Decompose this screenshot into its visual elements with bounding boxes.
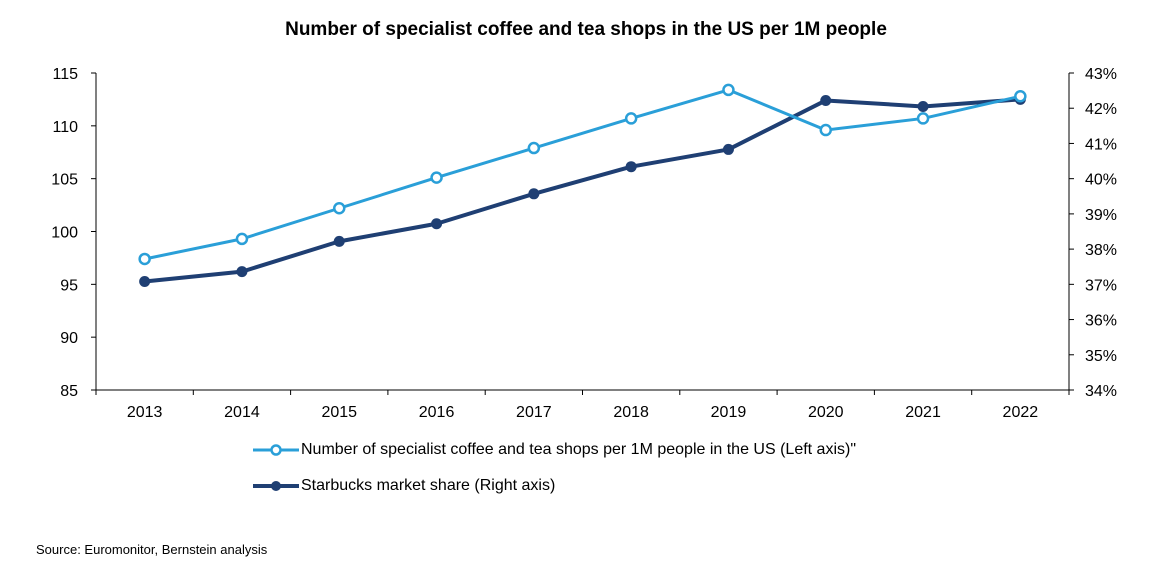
legend-swatch-coffee-shops — [253, 444, 299, 456]
legend-label-coffee-shops: Number of specialist coffee and tea shop… — [301, 441, 857, 458]
y-left-tick-label: 105 — [51, 172, 78, 189]
x-tick-label: 2021 — [905, 404, 941, 421]
data-point-coffee-shops — [527, 141, 541, 155]
data-point-starbucks — [722, 143, 734, 155]
series-line-starbucks — [144, 97, 1021, 284]
legend-swatch-starbucks — [253, 481, 299, 491]
y-right-tick-label: 36% — [1085, 313, 1117, 330]
x-tick-label: 2013 — [127, 404, 163, 421]
series-layer — [138, 83, 1027, 288]
y-right-tick-label: 40% — [1085, 172, 1117, 189]
data-point-coffee-shops — [722, 83, 735, 97]
y-right-tick-label: 43% — [1085, 66, 1117, 83]
data-point-coffee-shops — [430, 171, 443, 184]
data-point-starbucks — [625, 161, 637, 173]
y-right-tick-label: 38% — [1085, 242, 1117, 259]
legend-label-starbucks: Starbucks market share (Right axis) — [301, 477, 556, 494]
y-right-tick-label: 35% — [1085, 348, 1117, 365]
data-point-coffee-shops — [819, 123, 832, 137]
source-note: Source: Euromonitor, Bernstein analysis — [36, 542, 268, 557]
y-right-tick-label: 41% — [1085, 136, 1117, 153]
data-point-starbucks — [236, 266, 248, 278]
y-left-tick-label: 115 — [52, 66, 78, 83]
data-point-starbucks — [917, 100, 929, 112]
y-left-tick-label: 85 — [60, 383, 78, 400]
data-point-starbucks — [820, 94, 832, 106]
x-tick-label: 2019 — [711, 404, 747, 421]
data-point-coffee-shops — [138, 252, 151, 266]
legend-item-starbucks: Starbucks market share (Right axis) — [253, 477, 555, 495]
x-tick-label: 2022 — [1003, 404, 1039, 421]
data-point-starbucks — [139, 276, 151, 288]
y-right-tick-label: 34% — [1085, 383, 1117, 400]
line-chart: 85 90 95 100 105 110 115 34% 35% 36% 37% 38% 39% 40% 4… — [51, 66, 1117, 421]
data-point-coffee-shops — [333, 202, 346, 215]
x-tick-label: 2018 — [613, 404, 649, 421]
legend-item-coffee-shops: Number of specialist coffee and tea shop… — [253, 441, 856, 459]
data-point-starbucks — [333, 235, 345, 247]
x-tick-label: 2017 — [516, 404, 552, 421]
data-point-coffee-shops — [235, 232, 249, 246]
data-point-starbucks — [431, 218, 443, 230]
y-left-tick-label: 100 — [51, 225, 78, 242]
series-line-coffee-shops — [144, 88, 1021, 261]
y-left-tick-label: 90 — [60, 330, 78, 347]
data-point-coffee-shops — [1014, 89, 1027, 103]
y-left-tick-label: 95 — [60, 277, 78, 294]
y-right-tick-label: 42% — [1085, 101, 1117, 118]
axes: 85 90 95 100 105 110 115 34% 35% 36% 37% 38% 39% 40% 4… — [51, 66, 1117, 421]
y-right-tick-label: 39% — [1085, 207, 1117, 224]
y-left-tick-label: 110 — [52, 119, 78, 136]
chart-title: Number of specialist coffee and tea shop… — [285, 19, 887, 40]
x-tick-label: 2015 — [321, 404, 357, 421]
x-tick-label: 2014 — [224, 404, 260, 421]
data-point-coffee-shops — [916, 112, 930, 125]
x-tick-label: 2016 — [419, 404, 455, 421]
data-point-coffee-shops — [624, 112, 638, 125]
x-tick-label: 2020 — [808, 404, 844, 421]
data-point-starbucks — [528, 188, 540, 200]
y-right-tick-label: 37% — [1085, 277, 1117, 294]
